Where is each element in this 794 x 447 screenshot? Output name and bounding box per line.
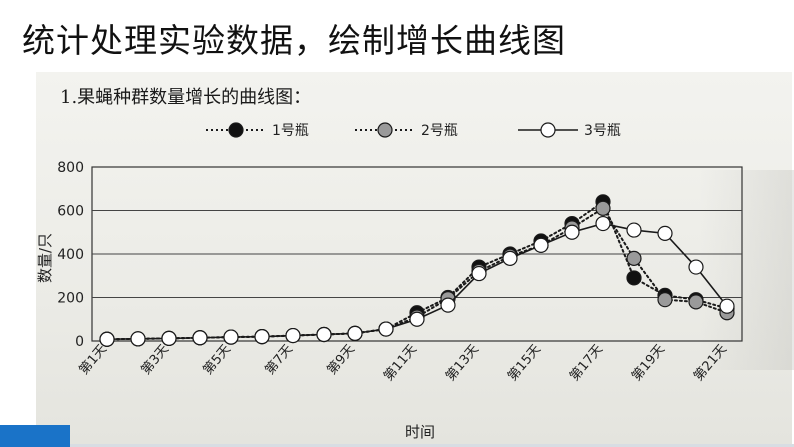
x-tick-label: 第5天 <box>201 342 235 378</box>
y-tick-label: 200 <box>57 291 84 307</box>
x-tick-label: 第17天 <box>567 342 606 384</box>
data-point <box>595 200 611 216</box>
x-tick-label: 第19天 <box>629 342 668 384</box>
legend-marker <box>228 122 244 138</box>
x-tick-label: 第13天 <box>443 342 482 384</box>
data-point <box>688 294 704 310</box>
y-tick-label: 600 <box>57 204 84 220</box>
data-point <box>502 250 518 266</box>
chart-gridlines <box>91 166 743 342</box>
y-tick-label: 400 <box>57 247 84 263</box>
data-point <box>626 222 642 238</box>
data-point <box>626 250 642 266</box>
slide-title: 统计处理实验数据，绘制增长曲线图 <box>22 21 566 60</box>
legend-label: 2号瓶 <box>421 123 458 139</box>
data-point <box>409 311 425 327</box>
x-tick-label: 第7天 <box>263 342 297 378</box>
data-point <box>254 329 270 345</box>
x-tick-label: 第11天 <box>381 342 420 384</box>
x-tick-label: 第9天 <box>325 342 359 378</box>
data-point <box>657 225 673 241</box>
data-point <box>719 298 735 314</box>
y-axis-ticks: 0 200 400 600 800 <box>57 160 84 350</box>
data-point <box>316 326 332 343</box>
series-3 <box>99 215 735 347</box>
legend-label: 1号瓶 <box>272 123 309 139</box>
x-tick-label: 第3天 <box>139 342 173 378</box>
x-tick-label: 第15天 <box>505 342 544 384</box>
y-axis-title: 数量/只 <box>36 233 54 283</box>
data-point <box>626 270 642 286</box>
footer-accent-bar <box>0 425 70 447</box>
chart-photo-background <box>36 72 792 447</box>
data-point <box>564 224 580 240</box>
chart-legend: 1号瓶 2号瓶 3号瓶 <box>206 122 621 139</box>
legend-marker <box>540 122 556 138</box>
data-point <box>471 265 487 282</box>
x-axis-ticks: 第1天 第3天 第5天 第7天 第9天 第11天 第13天 第15天 第17天 第19天 第21天 <box>77 342 731 384</box>
data-point <box>347 325 363 341</box>
photo-shadow <box>700 170 794 370</box>
data-point <box>657 292 673 308</box>
data-point <box>99 331 115 347</box>
y-tick-label: 800 <box>57 160 84 176</box>
legend-marker <box>377 122 393 138</box>
x-axis-title: 时间 <box>405 423 435 441</box>
chart-series <box>99 194 735 347</box>
data-point <box>285 327 301 344</box>
data-point <box>378 321 394 337</box>
footer-rule <box>70 444 794 447</box>
data-point <box>192 330 208 346</box>
chart-title: 1.果蝇种群数量增长的曲线图： <box>60 87 311 108</box>
data-point <box>440 297 456 313</box>
data-point <box>223 329 239 345</box>
x-tick-label: 第21天 <box>691 342 730 384</box>
y-tick-label: 0 <box>75 334 84 350</box>
data-point <box>161 330 177 346</box>
data-point <box>688 259 704 275</box>
legend-label: 3号瓶 <box>584 123 621 139</box>
data-point <box>595 215 611 232</box>
data-point <box>533 237 549 253</box>
data-point <box>130 331 146 347</box>
